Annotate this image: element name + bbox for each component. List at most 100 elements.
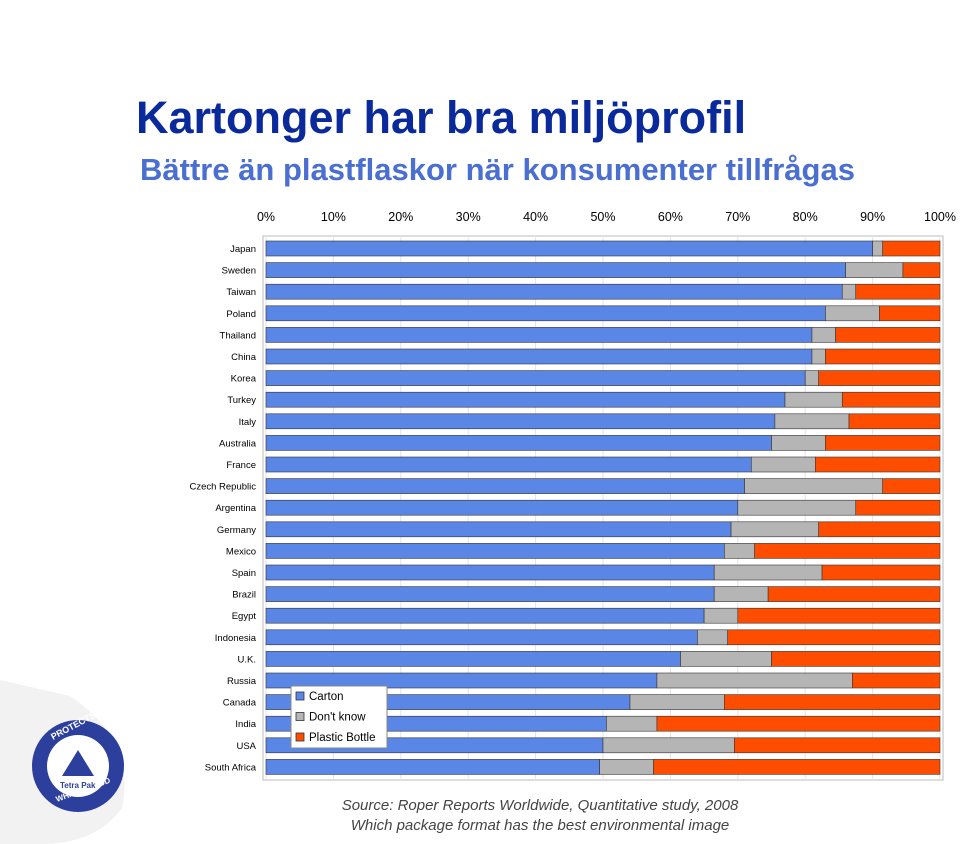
bar-segment xyxy=(680,651,772,667)
bar-segment xyxy=(602,737,735,754)
bar-segment xyxy=(703,607,739,624)
bar-segment xyxy=(737,607,941,624)
bar-segment xyxy=(713,586,769,602)
bar-segment xyxy=(825,348,941,365)
y-category-label: Germany xyxy=(217,525,256,536)
y-category-label: Korea xyxy=(231,374,257,385)
bar-segment xyxy=(818,521,941,538)
bar-segment xyxy=(656,672,853,689)
bar-segment xyxy=(804,370,819,386)
bar-segment xyxy=(774,413,850,430)
x-tick-label: 40% xyxy=(523,210,548,224)
y-category-label: Mexico xyxy=(226,546,256,557)
bar-segment xyxy=(730,521,819,538)
bar-segment xyxy=(825,435,941,451)
x-axis: 0% 10% 20% 30% 40% 50% 60% 70% 80% 90% 100% xyxy=(257,210,956,224)
bar-segment xyxy=(811,327,836,343)
bar-segment xyxy=(750,456,816,473)
bar-segment xyxy=(656,715,941,732)
page-title: Kartonger har bra miljöprofil xyxy=(136,92,747,143)
y-category-label: Indonesia xyxy=(215,633,257,644)
x-tick-label: 10% xyxy=(321,210,346,224)
y-category-label: Turkey xyxy=(227,395,256,406)
bar-segment xyxy=(882,240,941,257)
x-tick-label: 60% xyxy=(658,210,683,224)
y-category-label: Argentina xyxy=(215,503,256,514)
bar-segment xyxy=(848,413,941,430)
bar-series xyxy=(265,240,941,775)
bar-segment xyxy=(727,629,941,646)
y-category-label: USA xyxy=(236,741,256,752)
y-category-label: France xyxy=(226,460,256,471)
x-tick-label: 80% xyxy=(793,210,818,224)
x-tick-label: 20% xyxy=(388,210,413,224)
bar-segment xyxy=(724,694,941,710)
bar-segment xyxy=(771,651,941,667)
legend-label: Don't know xyxy=(309,712,366,724)
bar-segment xyxy=(265,327,813,343)
y-category-label: Brazil xyxy=(232,590,256,601)
bar-segment xyxy=(265,651,681,667)
legend-label: Carton xyxy=(309,691,344,703)
bar-segment xyxy=(629,694,725,710)
x-tick-label: 70% xyxy=(725,210,750,224)
y-category-label: Sweden xyxy=(222,266,256,277)
y-category-label: Canada xyxy=(223,698,257,709)
bar-segment xyxy=(821,564,941,581)
logo-brand: Tetra Pak xyxy=(60,781,96,790)
y-category-label: South Africa xyxy=(205,762,257,773)
bar-segment xyxy=(815,456,941,473)
bar-segment xyxy=(265,586,715,602)
bar-segment xyxy=(653,759,941,775)
bar-segment xyxy=(265,629,698,646)
bar-segment xyxy=(902,262,941,278)
x-tick-label: 100% xyxy=(924,210,956,224)
bar-segment xyxy=(265,521,732,538)
bar-segment xyxy=(599,759,654,775)
bar-segment xyxy=(697,629,728,646)
bar-segment xyxy=(825,305,880,322)
bar-segment xyxy=(606,715,658,732)
bar-segment xyxy=(841,391,941,408)
bar-segment xyxy=(845,262,904,278)
y-category-label: Thailand xyxy=(220,330,256,341)
page-subtitle: Bättre än plastflaskor när konsumenter t… xyxy=(140,152,855,187)
bar-segment xyxy=(265,499,739,516)
bar-segment xyxy=(265,607,705,624)
bar-segment xyxy=(882,478,941,494)
y-category-label: Poland xyxy=(226,309,256,320)
x-tick-label: 90% xyxy=(860,210,885,224)
y-category-label: U.K. xyxy=(238,654,256,665)
source-citation: Source: Roper Reports Worldwide, Quantit… xyxy=(341,797,739,814)
bar-segment xyxy=(265,564,715,581)
bar-segment xyxy=(724,543,755,559)
source-question: Which package format has the best enviro… xyxy=(350,817,730,834)
bar-segment xyxy=(841,283,857,300)
bar-segment xyxy=(265,391,786,408)
x-tick-label: 30% xyxy=(456,210,481,224)
bar-segment xyxy=(855,283,941,300)
y-category-label: Egypt xyxy=(232,611,257,622)
y-category-label: Italy xyxy=(239,417,257,428)
bar-segment xyxy=(265,305,826,322)
legend: Carton Don't know Plastic Bottle xyxy=(290,685,388,749)
legend-swatch xyxy=(295,732,305,742)
bar-segment xyxy=(734,737,941,754)
bar-segment xyxy=(265,759,600,775)
bar-segment xyxy=(265,413,776,430)
y-category-label: Australia xyxy=(219,438,257,449)
y-category-label: Russia xyxy=(227,676,257,687)
tetra-pak-icon xyxy=(62,750,94,776)
legend-box xyxy=(290,685,388,749)
bar-segment xyxy=(265,478,745,494)
bar-segment xyxy=(744,478,884,494)
y-category-label: Japan xyxy=(230,244,256,255)
bar-segment xyxy=(767,586,941,602)
bar-segment xyxy=(265,262,846,278)
x-tick-label: 50% xyxy=(590,210,615,224)
y-category-label: China xyxy=(231,352,257,363)
legend-swatch xyxy=(295,712,305,721)
y-category-label: India xyxy=(235,719,256,730)
legend-swatch xyxy=(295,691,305,701)
bar-segment xyxy=(265,283,843,300)
